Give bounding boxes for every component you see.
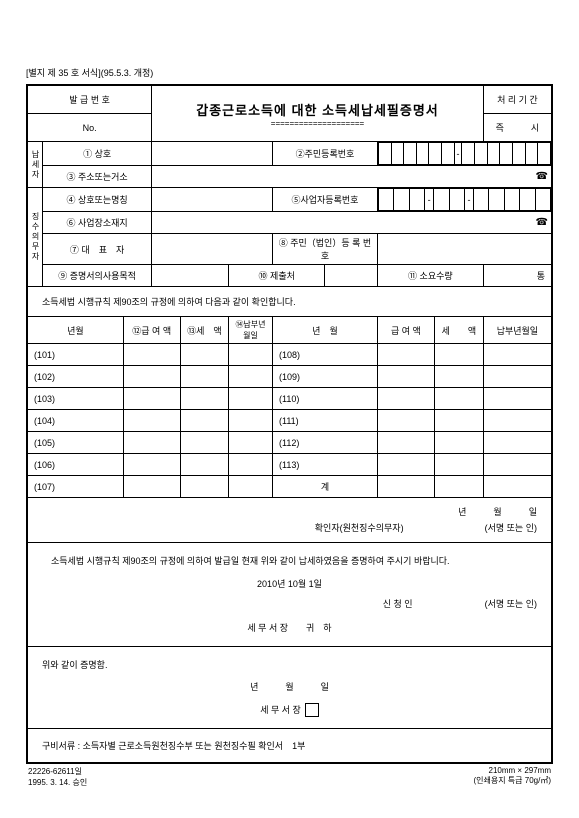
certification-block: 위와 같이 증명함. 년 월 일 세 무 서 장 — [28, 647, 552, 729]
col-paydate2: 납부년월일 — [483, 317, 551, 344]
confirmer-block: 년 월 일 확인자(원천징수의무자) (서명 또는 인) — [28, 498, 552, 543]
request-narrative: 소득세법 시행규칙 제90조의 규정에 의하여 발급일 현재 위와 같이 납세하… — [28, 543, 552, 647]
table-row[interactable]: (105) — [28, 432, 124, 454]
taxpayer-vertical-label: 납세자 — [31, 150, 39, 180]
title-underline: ==================== — [155, 119, 480, 128]
table-row[interactable]: (107) — [28, 476, 124, 498]
field-9-label: ⑨ 증명서의사용목적 — [43, 265, 152, 287]
processing-period-label: 처 리 기 간 — [483, 86, 551, 114]
field-8-value[interactable] — [377, 234, 551, 265]
field-8-label: ⑧ 주민（법인）등 록 번 호 — [272, 234, 377, 265]
field-9-value[interactable] — [152, 265, 229, 287]
phone-icon: ☎ — [536, 171, 548, 182]
issue-no-label: 발 급 번 호 — [28, 86, 152, 114]
field-6-label: ⑥ 사업장소재지 — [43, 212, 152, 234]
table-row[interactable]: (103) — [28, 388, 124, 410]
confirmation-statement: 소득세법 시행규칙 제90조의 규정에 의하여 다음과 같이 확인합니다. — [28, 287, 552, 317]
field-4-label: ④ 상호또는명칭 — [43, 188, 152, 212]
col-ym2: 년 월 — [272, 317, 377, 344]
field-2-label: ②주민등록번호 — [272, 142, 377, 166]
col-tax: ⑬세 액 — [180, 317, 228, 344]
resident-number-grid[interactable]: - — [378, 142, 551, 165]
field-10-label: ⑩ 제출처 — [228, 265, 324, 287]
main-table: 발 급 번 호 갑종근로소득에 대한 소득세납세필증명서 ===========… — [27, 85, 552, 763]
phone-icon: ☎ — [536, 217, 548, 228]
immediate-label: 즉 시 — [483, 114, 551, 142]
field-10-value[interactable] — [325, 265, 377, 287]
field-5-label: ⑤사업자등록번호 — [272, 188, 377, 212]
field-4-value[interactable] — [152, 188, 273, 212]
col-tax2: 세 액 — [434, 317, 483, 344]
table-row[interactable]: (104) — [28, 410, 124, 432]
col-ym: 년월 — [28, 317, 124, 344]
obligor-vertical-label: 징수의무자 — [31, 212, 39, 262]
form-reference: [별지 제 35 호 서식](95.5.3. 개정) — [26, 66, 153, 79]
stamp-box — [305, 703, 319, 717]
field-6-value[interactable]: ☎ — [152, 212, 552, 234]
col-pay2: 급 여 액 — [377, 317, 434, 344]
form-container: 발 급 번 호 갑종근로소득에 대한 소득세납세필증명서 ===========… — [26, 84, 553, 764]
field-3-value[interactable]: ☎ — [152, 166, 552, 188]
field-11-label: ⑪ 소요수량 — [377, 265, 483, 287]
field-7-label: ⑦ 대 표 자 — [43, 234, 152, 265]
footer: 22226-62611일 1995. 3. 14. 승인 210mm × 297… — [26, 766, 553, 788]
table-row[interactable]: (106) — [28, 454, 124, 476]
business-number-grid[interactable]: -- — [378, 188, 551, 211]
col-paydate: ⑭납부년월일 — [228, 317, 272, 344]
document-title: 갑종근로소득에 대한 소득세납세필증명서 — [155, 100, 480, 119]
field-1-value[interactable] — [152, 142, 273, 166]
field-1-label: ① 상호 — [43, 142, 152, 166]
col-pay: ⑫급 여 액 — [123, 317, 180, 344]
field-7-value[interactable] — [152, 234, 273, 265]
table-row[interactable]: (101) — [28, 344, 124, 366]
table-row[interactable]: (102) — [28, 366, 124, 388]
attachments: 구비서류 : 소득자별 근로소득원천징수부 또는 원천징수필 확인서 1부 — [28, 728, 552, 762]
field-3-label: ③ 주소또는거소 — [43, 166, 152, 188]
no-label: No. — [28, 114, 152, 142]
field-11-value[interactable]: 통 — [483, 265, 551, 287]
